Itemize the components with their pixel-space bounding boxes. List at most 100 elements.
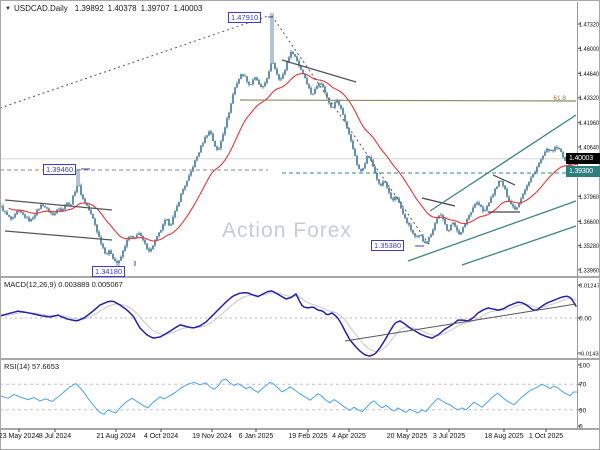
candle-body (226, 118, 228, 128)
candle-body (338, 100, 340, 105)
rsi-line (0, 378, 578, 415)
candle-body (450, 224, 452, 231)
candle-body (340, 104, 342, 109)
price-tick-label: 1.41960 (579, 120, 599, 127)
candle-body (384, 181, 386, 183)
candle-body (312, 93, 314, 95)
trend-line (0, 15, 269, 109)
ohlc-high: 1.40378 (107, 4, 137, 13)
candle-body (320, 83, 322, 85)
candle-body (74, 192, 76, 196)
candle-body (234, 87, 236, 95)
candle-body (542, 155, 544, 160)
macd-name: MACD(12,26,9) (4, 280, 57, 289)
candle-body (220, 141, 222, 149)
candle-body (474, 204, 476, 208)
candle-body (238, 79, 240, 84)
macd-label: MACD(12,26,9) 0.003889 0.005067 (4, 280, 123, 289)
candle-body (558, 148, 560, 150)
candle-body (348, 128, 350, 135)
price-tick-label: 1.33960 (579, 268, 599, 275)
candle-body (366, 156, 368, 164)
macd-line (0, 290, 577, 357)
x-axis-label: 3 Jul 2025 (432, 433, 466, 440)
candle-body (16, 211, 18, 215)
candle-body (456, 226, 458, 231)
candle-body (420, 235, 422, 237)
symbol-dropdown-icon[interactable]: ▼ (5, 6, 11, 12)
candle-body (498, 180, 500, 187)
candle-body (330, 102, 332, 108)
rsi-panel-area[interactable] (0, 360, 577, 429)
candle-body (314, 89, 316, 94)
candle-body (540, 159, 542, 163)
candle-body (372, 160, 374, 167)
macd-panel-area[interactable] (0, 278, 577, 359)
candle-body (4, 210, 6, 212)
candle-body (332, 106, 334, 108)
candle-body (154, 240, 156, 246)
price-tick-label: 1.37960 (579, 194, 599, 201)
candle-body (276, 68, 278, 75)
candle-body (266, 78, 268, 83)
support-price-box: 1.39300 (566, 166, 600, 177)
candle-body (290, 51, 292, 58)
candle-body (116, 261, 118, 263)
trend-line (407, 200, 577, 262)
trend-line (421, 197, 456, 207)
candle-body (146, 243, 148, 249)
candle-body (262, 86, 264, 88)
candle-body (80, 185, 82, 195)
candle-body (172, 217, 174, 225)
candle-body (102, 243, 104, 248)
candle-body (156, 236, 158, 241)
ohlc-low: 1.39707 (140, 4, 170, 13)
candle-body (414, 233, 416, 237)
candle-body (280, 78, 282, 80)
fib-label: 61.8 (553, 95, 566, 102)
candle-body (430, 234, 432, 237)
candle-body (100, 236, 102, 244)
candle-body (236, 83, 238, 88)
candle-body (394, 196, 396, 201)
candle-body (342, 108, 344, 115)
candle-body (454, 222, 456, 227)
x-axis-label: 23 May 2024 (0, 433, 40, 440)
candle-body (504, 185, 506, 189)
candle-body (82, 194, 84, 199)
candle-body (216, 146, 218, 150)
candle-body (490, 197, 492, 203)
x-axis-label: 18 Aug 2025 (484, 433, 524, 440)
candle-body (246, 76, 248, 82)
candle-body (470, 212, 472, 215)
candle-body (104, 247, 106, 254)
price-flag: 1.35380 (371, 240, 405, 251)
candle-body (168, 219, 170, 226)
candle-body (308, 84, 310, 88)
candle-body (288, 57, 290, 63)
candle-body (294, 54, 296, 57)
candle-body (250, 84, 252, 85)
candle-body (254, 77, 256, 80)
candle-body (484, 210, 486, 212)
candle-body (286, 62, 288, 70)
candle-body (224, 127, 226, 135)
x-axis-label: 4 Oct 2024 (143, 433, 179, 440)
candle-body (160, 230, 162, 233)
rsi-name: RSI(14) (4, 362, 30, 371)
candle-body (554, 147, 556, 151)
candle-body (440, 214, 442, 216)
candle-body (106, 253, 108, 255)
candle-body (560, 148, 562, 152)
candle-body (232, 94, 234, 104)
candle-body (562, 151, 564, 158)
candle-body (406, 218, 408, 223)
main-chart-area[interactable] (0, 2, 577, 277)
candle-body (218, 148, 220, 150)
candle-body (164, 219, 166, 225)
ohlc-open: 1.39892 (74, 4, 104, 13)
candle-body (24, 214, 26, 218)
candle-body (410, 224, 412, 231)
candle-body (302, 69, 304, 74)
